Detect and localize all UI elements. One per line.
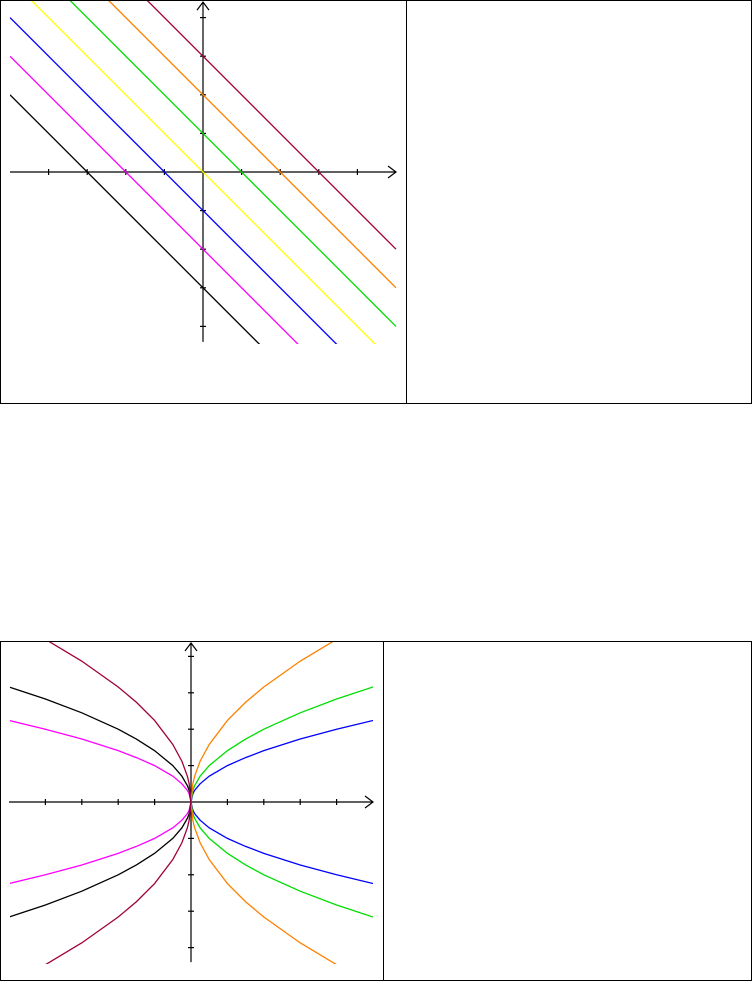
series-line-2 [190,642,334,803]
series-group [10,642,373,964]
series-line-0 [190,719,373,803]
y-axis-arrow-icon [196,1,210,11]
series-line-3 [10,720,192,803]
top-chart-cell [1,1,407,403]
series-group [10,1,397,344]
series-line-6 [190,801,373,885]
x-axis-arrow-icon [387,165,397,179]
series-line-3 [31,1,376,344]
series-line-4 [69,1,397,327]
y-axis-arrow-icon [184,642,198,652]
series-line-5 [108,1,397,289]
series-line-1 [190,686,373,803]
x-axis-arrow-icon [364,795,374,809]
series-line-2 [10,17,338,344]
bottom-empty-cell [384,642,751,980]
top-chart [10,1,397,344]
series-line-4 [10,686,192,803]
top-empty-cell [407,1,751,403]
series-line-9 [10,801,192,884]
bottom-table [0,641,752,981]
series-line-11 [45,801,192,964]
series-line-8 [190,801,337,964]
series-line-1 [10,55,299,344]
series-line-6 [146,1,397,250]
series-line-7 [190,801,373,918]
series-line-0 [10,94,261,344]
bottom-chart [9,642,374,964]
bottom-chart-cell [1,642,384,980]
top-table [0,0,752,404]
series-line-5 [48,642,192,803]
series-line-10 [10,801,192,918]
